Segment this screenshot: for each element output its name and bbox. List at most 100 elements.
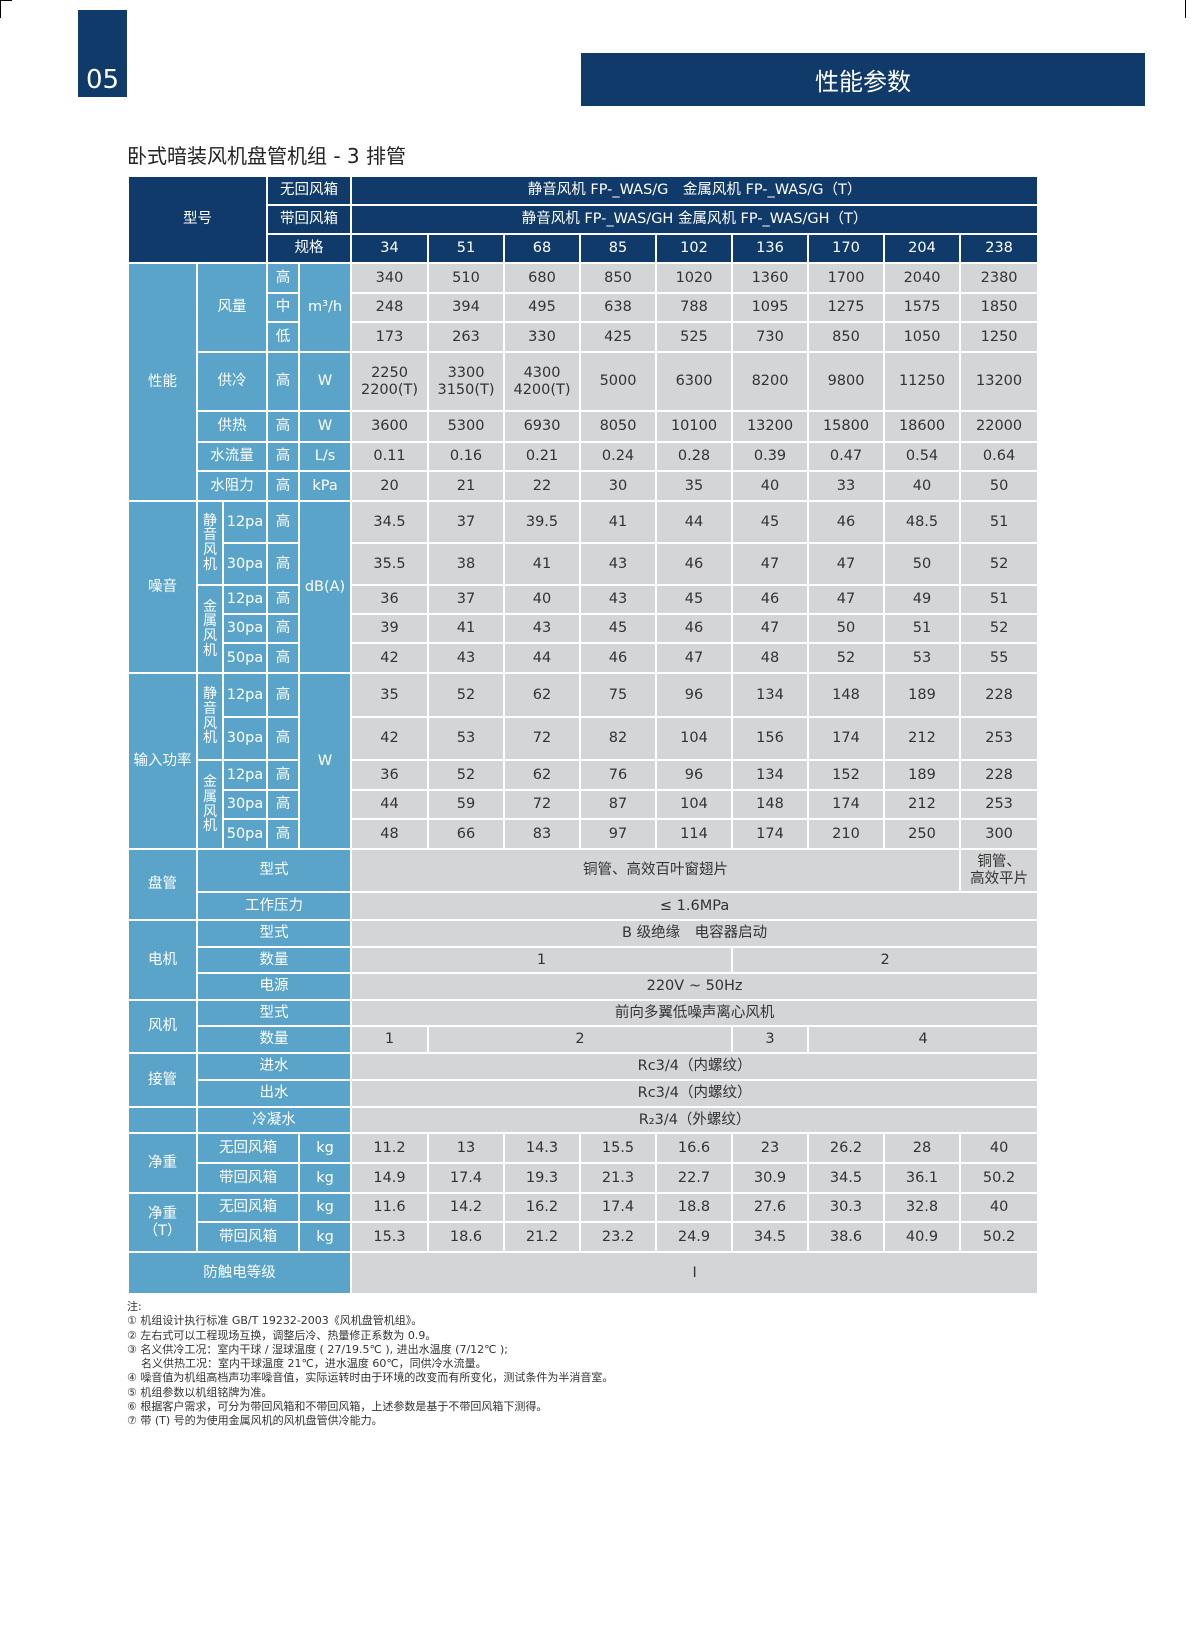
data-cell: 40 [959,1132,1040,1164]
data-cell: 300 [959,818,1040,850]
data-cell: 114 [655,818,734,850]
data-cell: 46 [579,642,658,674]
data-cell: 15.3 [350,1221,430,1253]
data-cell: 5300 [427,410,506,443]
spec-header: 204 [883,233,962,264]
performance-water-resistance-label: 水阻力 [195,470,269,502]
data-cell: 52 [427,672,506,718]
data-cell: 4 [807,1025,1040,1054]
table-row: 型号 无回风箱 静音风机 FP-_WAS/G 金属风机 FP-_WAS/G（T） [126,175,1040,264]
data-cell: 5000 [579,351,658,412]
data-cell: 22.7 [655,1162,734,1194]
table-row: 金属风机 12pa 高 36 52 62 76 96 134 152 189 228 [128,759,1040,850]
data-cell: 30 [579,470,658,502]
data-cell: 248 [350,292,430,323]
data-cell: 62 [503,672,582,718]
data-cell: 0.28 [655,441,734,472]
note-line: 注: [127,1300,142,1313]
data-cell: 6300 [655,351,734,412]
levels-high: 高 [266,759,301,791]
coil-pressure-label: 工作压力 [195,891,353,921]
data-cell: 52 [959,613,1040,644]
note-line: ⑥ 根据客户需求，可分为带回风箱和不带回风箱，上述参数是基于不带回风箱下测得。 [127,1400,548,1414]
data-cell: 38 [427,542,506,586]
data-cell: 15800 [807,410,886,443]
table-row: 电源 220V ~ 50Hz [128,972,1040,1001]
model-with-return: 静音风机 FP-_WAS/GH 金属风机 FP-_WAS/GH（T） [350,204,1040,235]
table-row: 供冷高 W 2250 2200(T) 3300 3150(T) 4300 4200(T) 500… [128,351,1040,412]
note-line: ⑦ 带 (T) 号的为使用金属风机的风机盘管供冷能力。 [127,1414,383,1428]
data-cell: 174 [807,716,886,761]
data-cell: 730 [731,321,810,353]
spec: 规格 [266,233,353,264]
data-cell: 28 [883,1132,962,1164]
data-cell: 17.4 [427,1162,506,1194]
data-cell: 148 [731,789,810,820]
table-row: 中 248 394 495 638 788 1095 1275 1575 1850 [128,292,1040,323]
data-cell: 9800 [807,351,886,412]
data-cell: 17.4 [579,1192,658,1223]
data-cell: 638 [579,292,658,323]
performance-heating-unit: W [298,410,353,443]
fan-qty-label: 数量 [195,1025,353,1054]
table-row: 盘管 型式 铜管、高效百叶窗翅片 铜管、 高效平片 [127,848,1040,921]
page-number: 05 [78,10,127,97]
weight-t-unit: kg [298,1192,353,1223]
data-cell: 52 [427,759,506,791]
data-cell: 47 [731,613,810,644]
data-cell: 48 [731,642,810,674]
data-cell: 47 [807,542,886,586]
data-cell: 23.2 [579,1221,658,1253]
no-return: 无回风箱 [266,175,353,206]
coil-type-label: 型式 [195,848,353,893]
pressures-p30: 30pa [221,789,269,820]
data-cell: 66 [427,818,506,850]
data-cell: 18600 [883,410,962,443]
data-cell: 45 [655,584,734,615]
data-cell: 0.39 [731,441,810,472]
data-cell: 18.8 [655,1192,734,1223]
pressures-p12: 12pa [221,584,269,615]
table-row: 50pa 高 48 66 83 97 114 174 210 250 300 [128,818,1040,850]
piping-condensate-label: 冷凝水 [195,1106,353,1134]
piping-label: 接管 [127,1052,198,1108]
data-cell: 27.6 [731,1192,810,1223]
data-cell: 33 [807,470,886,502]
data-cell: 38.6 [807,1221,886,1253]
data-cell: 104 [655,789,734,820]
note-line: ① 机组设计执行标准 GB/T 19232-2003《风机盘管机组》。 [127,1314,423,1328]
pressures-p30: 30pa [221,613,269,644]
table-row: 防触电等级 I [126,1251,1040,1295]
data-cell: 30.9 [731,1162,810,1194]
data-cell: 0.47 [807,441,886,472]
table-row: 净重 （T） 无回风箱 kg 11.6 14.2 16.2 17.4 18.8 27.6 30.3 3… [127,1192,1040,1253]
noise-metal-fan: 金属风机 [196,584,224,674]
performance-water-resistance-unit: kPa [298,470,353,502]
table-row: 性能 风量高 m³/h 340 510 680 850 1020 1360 1700 2040 238… [127,262,1040,502]
note-line: 名义供热工况：室内干球温度 21℃，进水温度 60℃，同供冷水流量。 [127,1357,487,1371]
data-cell: 2 [731,946,1040,974]
data-cell: 156 [731,716,810,761]
crop-mark [0,0,1,18]
data-cell: 41 [503,542,582,586]
data-cell: 46 [807,500,886,544]
data-cell: 21 [427,470,506,502]
table-row: 带回风箱 kg 15.3 18.6 21.2 23.2 24.9 34.5 38.6 40.9 50… [128,1221,1040,1253]
note-line: ③ 名义供冷工况：室内干球 / 湿球温度 ( 27/19.5℃ ), 进出水温度… [127,1342,509,1356]
table-row: 50pa 高 42 43 44 46 47 48 52 53 55 [128,642,1040,674]
data-cell: 152 [807,759,886,791]
crop-mark [1185,0,1186,18]
data-cell: 1575 [883,292,962,323]
data-cell: 6930 [503,410,582,443]
spec-header: 51 [427,233,506,264]
data-cell: 46 [655,613,734,644]
data-cell: 41 [579,500,658,544]
piping-outlet-label: 出水 [195,1079,353,1108]
data-cell: 37 [427,584,506,615]
data-cell: 788 [655,292,734,323]
data-cell: 20 [350,470,430,502]
spec-header: 170 [807,233,886,264]
table-row: 输入功率 静音风机 12pa 高 W 35 52 62 75 96 134 148 189 228 [127,672,1040,850]
fan-label: 风机 [127,999,198,1054]
